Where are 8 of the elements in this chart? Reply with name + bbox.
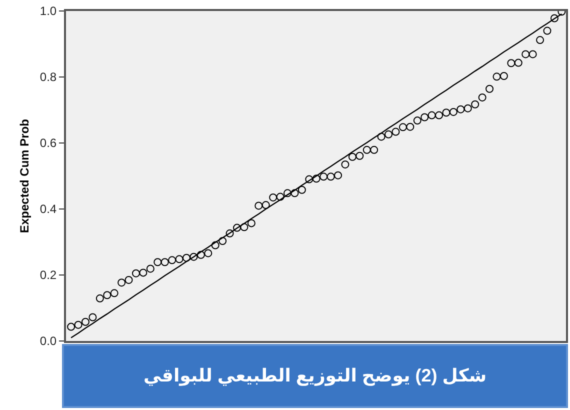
y-tick-label: 0.8 — [40, 70, 57, 84]
y-tick-label: 0.4 — [40, 202, 57, 216]
y-tick-label: 1.0 — [40, 4, 57, 18]
y-axis-title: Expected Cum Prob — [18, 118, 32, 234]
text: شكل (2) يوضح التوزيع الطبيعي للبواقي — [143, 366, 487, 386]
y-tick-label: 0.0 — [40, 334, 57, 348]
y-tick-label: 0.2 — [40, 268, 57, 282]
y-tick-label: 0.6 — [40, 136, 57, 150]
